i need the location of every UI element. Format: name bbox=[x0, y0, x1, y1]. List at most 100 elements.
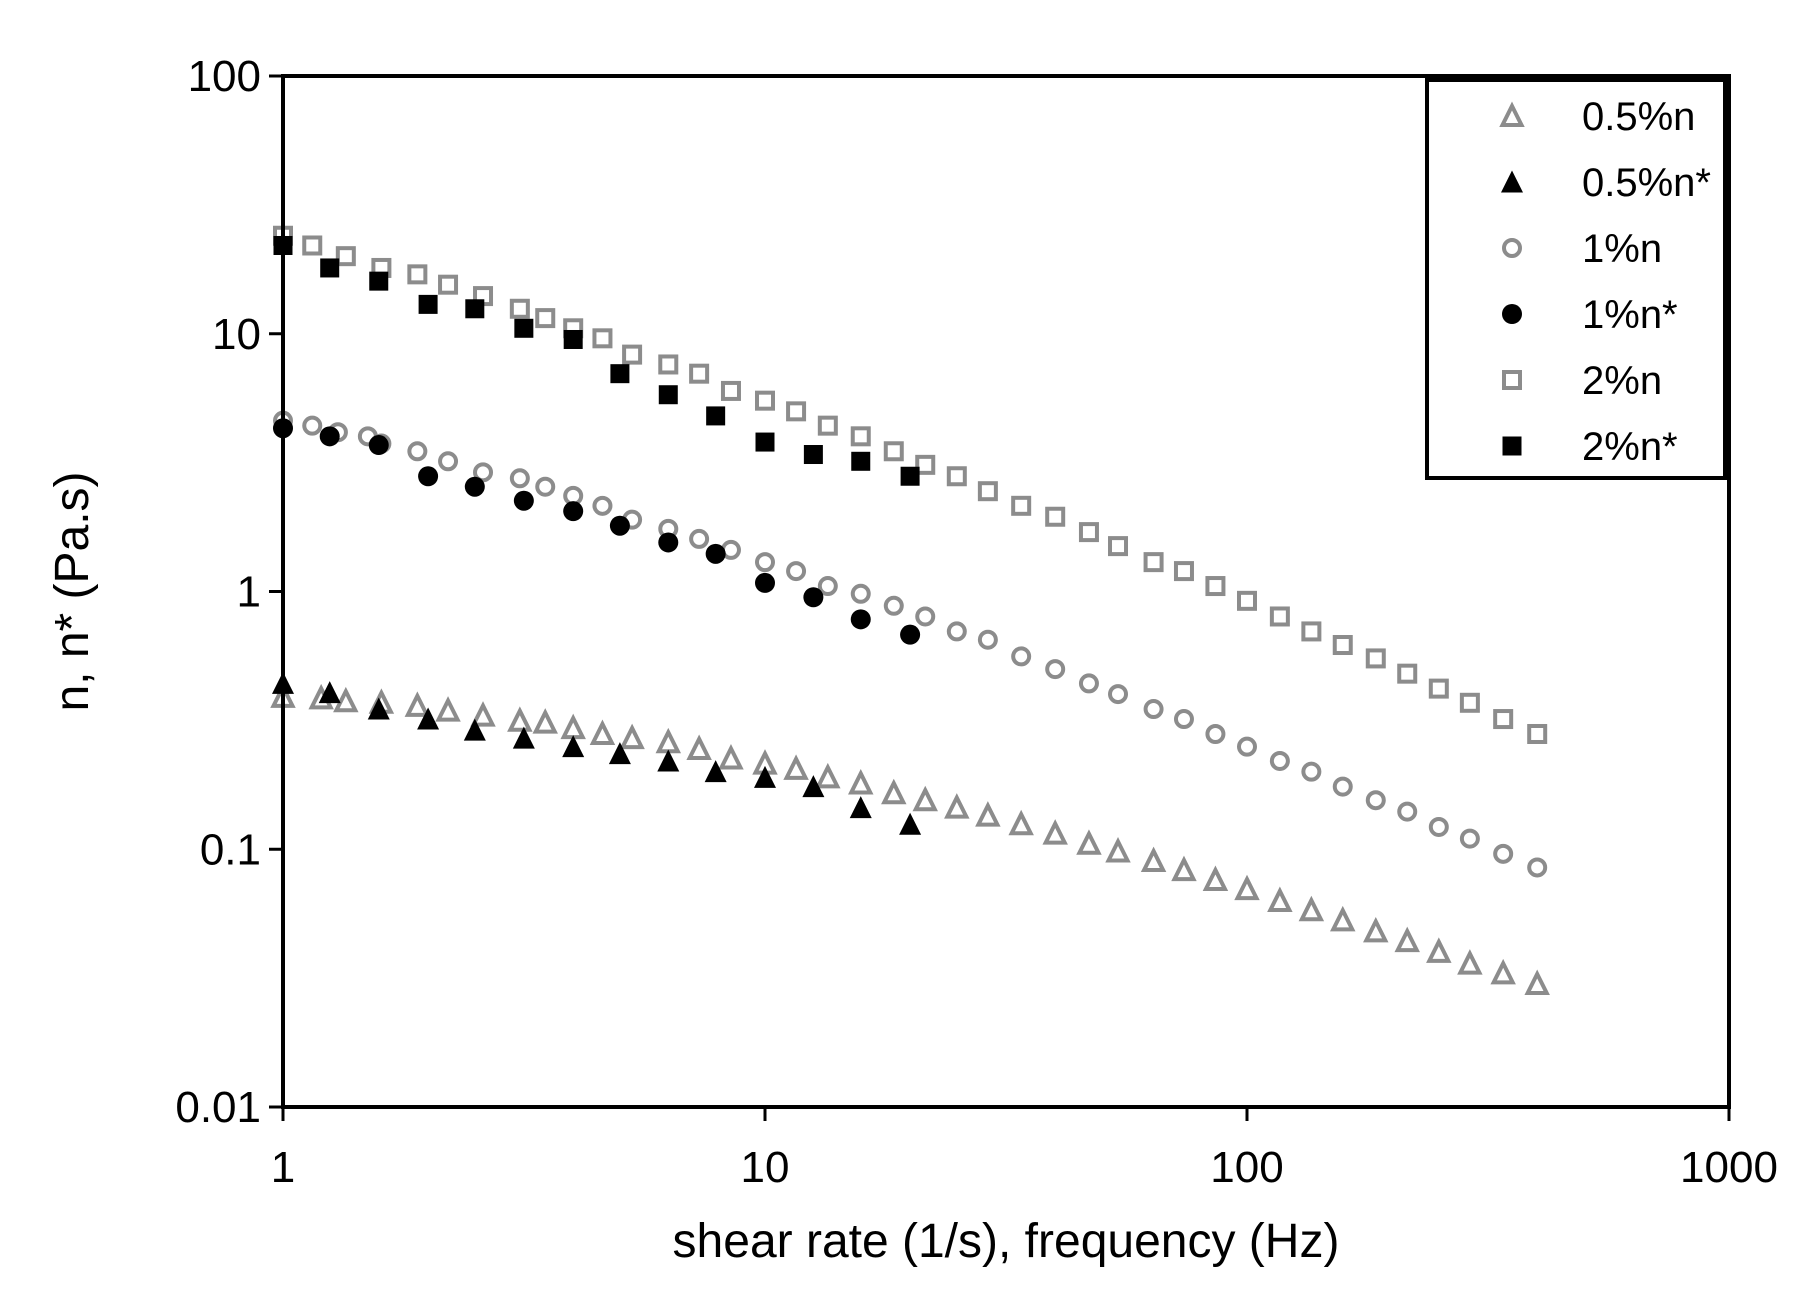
square-point bbox=[658, 354, 679, 375]
triangle-point bbox=[1042, 819, 1068, 845]
y-tick-label: 1 bbox=[237, 568, 261, 617]
square-point bbox=[622, 344, 643, 365]
circle-point bbox=[368, 435, 389, 456]
circle-point bbox=[535, 476, 556, 497]
triangle-point bbox=[704, 760, 727, 783]
square-point bbox=[817, 415, 838, 436]
circle-point bbox=[407, 441, 428, 462]
triangle-point bbox=[848, 768, 874, 795]
series-4 bbox=[273, 225, 1548, 744]
legend-label: 1%n bbox=[1582, 227, 1662, 271]
y-axis-title: n, n* (Pa.s) bbox=[46, 471, 99, 711]
x-tick-label: 1000 bbox=[1680, 1143, 1778, 1192]
series-3 bbox=[273, 418, 921, 645]
legend-label: 0.5%n bbox=[1582, 95, 1695, 139]
circle-point bbox=[609, 515, 630, 536]
triangle-point bbox=[562, 735, 585, 758]
square-point bbox=[407, 264, 428, 285]
y-tick-label: 0.01 bbox=[175, 1083, 261, 1132]
triangle-point bbox=[463, 718, 486, 741]
triangle-point bbox=[1394, 926, 1420, 953]
square-point bbox=[369, 271, 389, 291]
square-point bbox=[883, 441, 904, 462]
square-point bbox=[509, 298, 530, 319]
circle-point bbox=[509, 468, 530, 489]
legend-label: 1%n* bbox=[1582, 293, 1678, 337]
circle-point bbox=[1397, 801, 1418, 822]
circle-point bbox=[1365, 790, 1386, 811]
square-point bbox=[465, 299, 485, 319]
circle-point bbox=[705, 543, 726, 564]
circle-point bbox=[1428, 816, 1449, 837]
triangle-point bbox=[783, 754, 809, 780]
square-point bbox=[514, 318, 534, 338]
square-point bbox=[1237, 590, 1257, 611]
square-point bbox=[755, 390, 775, 411]
square-point bbox=[592, 328, 613, 349]
circle-point bbox=[900, 624, 921, 645]
square-point bbox=[1078, 522, 1099, 543]
legend-triangle-icon bbox=[1499, 101, 1525, 127]
triangle-point bbox=[435, 696, 461, 722]
series-2 bbox=[273, 410, 1548, 878]
circle-point bbox=[1205, 723, 1226, 744]
square-point bbox=[302, 235, 323, 256]
y-tick-label: 100 bbox=[188, 52, 261, 101]
square-point bbox=[720, 380, 741, 401]
square-point bbox=[977, 481, 998, 502]
circle-point bbox=[883, 595, 904, 616]
circle-point bbox=[1011, 646, 1032, 667]
circle-point bbox=[418, 466, 439, 487]
square-point bbox=[335, 246, 356, 267]
square-point bbox=[1011, 495, 1032, 516]
y-tick-label: 0.1 bbox=[200, 825, 261, 874]
square-point bbox=[658, 385, 678, 405]
triangle-point bbox=[470, 701, 496, 727]
axis-ticks bbox=[269, 74, 1731, 1121]
square-point bbox=[851, 451, 871, 471]
circle-point bbox=[977, 629, 998, 650]
square-point bbox=[1269, 606, 1290, 627]
y-tick-label: 10 bbox=[212, 310, 261, 359]
triangle-point bbox=[1363, 916, 1389, 943]
circle-point bbox=[817, 576, 838, 597]
legend-label: 2%n* bbox=[1582, 425, 1678, 469]
circle-point bbox=[850, 609, 871, 630]
circle-point bbox=[319, 426, 340, 447]
triangle-point bbox=[589, 719, 616, 745]
square-point bbox=[1459, 692, 1480, 713]
circle-point bbox=[1078, 673, 1099, 694]
square-point bbox=[1143, 552, 1164, 573]
square-point bbox=[850, 426, 871, 447]
square-point bbox=[1365, 648, 1386, 669]
square-point bbox=[1332, 635, 1353, 656]
square-point bbox=[803, 445, 823, 465]
triangle-point bbox=[619, 723, 645, 750]
legend: 0.5%n 0.5%n* 1%n 1%n* 2%n 2%n* bbox=[1425, 78, 1727, 480]
circle-point bbox=[438, 451, 459, 472]
triangle-point bbox=[1298, 895, 1325, 922]
legend-square-icon bbox=[1502, 370, 1522, 390]
triangle-point bbox=[1105, 837, 1131, 863]
triangle-point bbox=[608, 742, 631, 765]
circle-point bbox=[755, 552, 775, 573]
triangle-point bbox=[1171, 855, 1197, 882]
circle-point bbox=[563, 501, 584, 522]
triangle-point bbox=[404, 691, 431, 717]
triangle-point bbox=[367, 697, 390, 720]
triangle-point bbox=[1267, 886, 1293, 912]
legend-box bbox=[1425, 78, 1727, 480]
circle-point bbox=[464, 476, 485, 497]
circle-point bbox=[1143, 699, 1164, 720]
legend-circle-icon bbox=[1502, 304, 1522, 324]
triangle-point bbox=[318, 681, 341, 704]
triangle-point bbox=[754, 765, 776, 788]
circle-point bbox=[786, 561, 807, 582]
circle-point bbox=[946, 621, 967, 642]
square-point bbox=[689, 363, 710, 384]
square-point bbox=[1428, 678, 1449, 699]
triangle-point bbox=[1524, 969, 1550, 996]
triangle-point bbox=[657, 749, 680, 772]
triangle-point bbox=[1140, 846, 1167, 873]
square-point bbox=[1397, 663, 1418, 684]
